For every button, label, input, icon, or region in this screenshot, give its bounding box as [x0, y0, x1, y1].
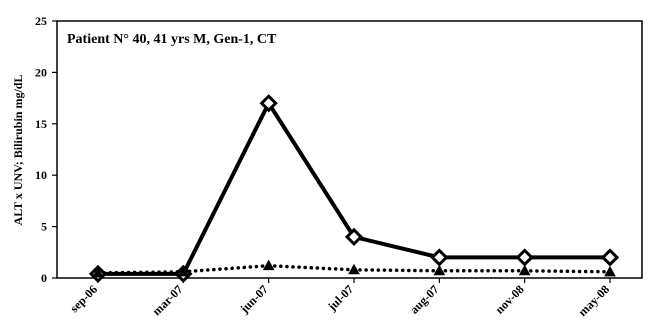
y-tick-label: 25	[35, 14, 47, 28]
y-axis: 0 5 10 15 20 25	[35, 14, 57, 285]
x-tick-label: jul-07	[324, 282, 356, 314]
x-tick-label: may-08	[575, 282, 612, 319]
data-point-diamond	[430, 248, 449, 267]
y-tick-label: 20	[35, 65, 47, 79]
data-point-triangle	[92, 266, 104, 278]
data-point-diamond	[259, 94, 278, 113]
data-point-triangle	[604, 265, 616, 277]
data-point-diamond	[344, 227, 364, 247]
data-point-triangle	[177, 265, 190, 277]
y-tick-label: 10	[35, 168, 47, 182]
y-tick-label: 0	[41, 271, 47, 285]
data-point-triangle	[518, 264, 531, 276]
y-tick-label: 5	[41, 220, 47, 234]
x-tick-label: nov-08	[492, 282, 526, 316]
series-layer	[88, 94, 620, 284]
data-point-triangle	[262, 259, 275, 271]
x-tick-label: mar-07	[149, 282, 185, 318]
x-axis: sep-06 mar-07 jun-07 jul-07 aug-07 nov-08 may-…	[67, 278, 612, 319]
data-point-diamond	[600, 248, 620, 267]
data-point-triangle	[348, 263, 360, 275]
x-tick-label: jun-07	[237, 282, 271, 316]
data-point-triangle	[433, 264, 446, 276]
series-2	[92, 259, 616, 278]
data-point-diamond	[515, 248, 534, 267]
x-tick-label: aug-07	[407, 282, 441, 316]
y-axis-label: ALT x UNV; Bilirubin mg/dL	[11, 75, 25, 226]
x-tick-label: sep-06	[67, 282, 100, 315]
y-tick-label: 15	[35, 117, 47, 131]
chart-annotation: Patient N° 40, 41 yrs M, Gen-1, CT	[67, 32, 277, 47]
